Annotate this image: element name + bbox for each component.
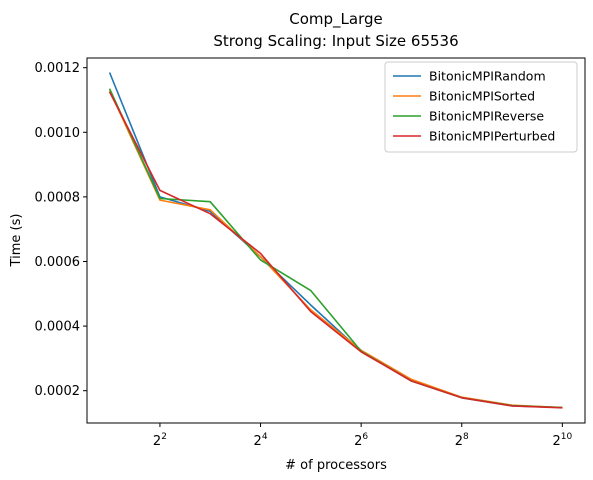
legend: BitonicMPIRandom BitonicMPISorted BitonicM… <box>384 61 578 153</box>
y-tick-label-0: 0.0002 <box>35 384 81 399</box>
plot-frame <box>86 57 586 424</box>
legend-label-1: BitonicMPISorted <box>429 89 535 104</box>
y-tick-label-5: 0.0012 <box>35 61 81 76</box>
legend-label-3: BitonicMPIPerturbed <box>429 129 555 144</box>
chart-title: Comp_Large <box>289 10 383 29</box>
y-axis: 0.0002 0.0004 0.0006 0.0008 0.0010 0.0012 <box>35 61 87 399</box>
chart-subtitle: Strong Scaling: Input Size 65536 <box>213 32 458 50</box>
x-tick-label-1: 24 <box>254 432 268 449</box>
x-tick-label-2: 26 <box>354 432 368 449</box>
y-tick-label-3: 0.0008 <box>35 190 81 205</box>
y-tick-label-2: 0.0006 <box>35 255 81 270</box>
x-tick-label-4: 210 <box>552 432 572 449</box>
x-axis: 22 24 26 28 210 <box>153 423 573 449</box>
y-axis-label: Time (s) <box>9 214 24 268</box>
series-line-3 <box>108 91 563 409</box>
plot-area <box>108 72 563 409</box>
legend-label-2: BitonicMPIReverse <box>429 109 544 124</box>
y-tick-label-4: 0.0010 <box>35 126 81 141</box>
y-tick-label-1: 0.0004 <box>35 320 81 335</box>
x-tick-label-0: 22 <box>153 432 167 449</box>
legend-box <box>384 61 578 153</box>
x-axis-label: # of processors <box>285 458 387 473</box>
x-tick-label-3: 28 <box>455 432 469 449</box>
legend-label-0: BitonicMPIRandom <box>429 69 546 84</box>
